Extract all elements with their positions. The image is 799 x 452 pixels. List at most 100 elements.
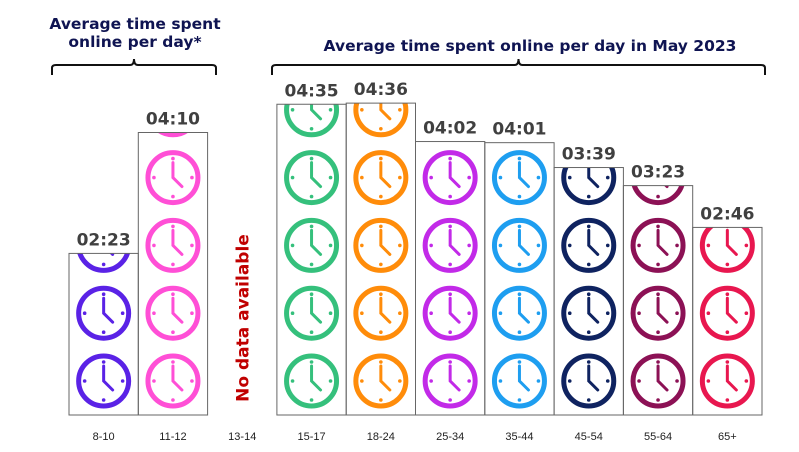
clock-face bbox=[561, 217, 617, 273]
clock-hands bbox=[379, 161, 392, 189]
clock-icon bbox=[353, 150, 409, 206]
clock-tick bbox=[467, 108, 471, 112]
clock-face bbox=[630, 353, 686, 409]
clock-hands bbox=[450, 27, 459, 51]
clock-tick bbox=[120, 379, 125, 383]
clock-tick bbox=[586, 330, 591, 335]
clock-tick bbox=[537, 108, 541, 112]
clock-hands bbox=[448, 161, 461, 189]
bar-icons bbox=[145, 59, 201, 409]
clock-tick bbox=[675, 311, 679, 316]
bar-icons bbox=[699, 153, 755, 409]
clock-tick bbox=[82, 311, 87, 316]
clock-icon bbox=[422, 285, 478, 341]
clock-icon bbox=[491, 217, 547, 273]
clock-tick bbox=[467, 175, 471, 180]
clock-icon bbox=[287, 17, 337, 67]
clock-tick bbox=[568, 108, 572, 112]
clock-tick bbox=[379, 127, 383, 131]
clock-hands bbox=[725, 228, 738, 256]
clock-tick bbox=[518, 21, 522, 25]
clock-tick bbox=[518, 89, 522, 93]
clock-tick bbox=[171, 224, 175, 229]
clock-icon bbox=[284, 104, 340, 138]
data-label: 04:36 bbox=[354, 80, 408, 100]
clock-face bbox=[491, 150, 547, 206]
bar bbox=[137, 132, 209, 416]
clock-tick bbox=[398, 40, 402, 44]
clock-tick bbox=[675, 379, 679, 383]
clock-tick bbox=[310, 59, 314, 63]
clock-tick bbox=[567, 311, 572, 316]
clock-tick bbox=[429, 311, 433, 316]
clock-tick bbox=[190, 243, 194, 248]
clock-face bbox=[353, 150, 409, 206]
clock-tick bbox=[498, 175, 503, 180]
no-data-label: No data available bbox=[233, 234, 253, 402]
clock-tick bbox=[83, 176, 87, 180]
clock-tick bbox=[725, 398, 730, 402]
clock-tick bbox=[171, 292, 175, 297]
clock-face bbox=[284, 217, 340, 273]
title-left: Average time spent online per day* bbox=[49, 15, 221, 51]
clock-tick bbox=[360, 40, 364, 44]
clock-tick bbox=[656, 194, 660, 199]
clock-tick bbox=[290, 243, 295, 248]
clock-tick bbox=[467, 243, 471, 248]
bar-icons bbox=[630, 95, 686, 409]
clock-hands bbox=[171, 364, 184, 392]
clock-hands bbox=[517, 364, 530, 392]
clock-tick bbox=[429, 379, 433, 383]
clock-tick bbox=[586, 262, 591, 267]
clock-tick bbox=[586, 224, 591, 229]
clock-tick bbox=[379, 59, 383, 63]
clock-tick bbox=[498, 379, 503, 383]
clock-tick bbox=[605, 379, 610, 383]
clock-tick bbox=[725, 262, 730, 267]
clock-tick bbox=[586, 194, 591, 199]
clock-hands bbox=[725, 364, 738, 392]
clock-icon bbox=[699, 227, 755, 273]
clock-tick bbox=[536, 379, 541, 383]
clock-icon bbox=[145, 353, 201, 409]
x-tick-label: 13-14 bbox=[228, 431, 256, 443]
clock-face bbox=[353, 285, 409, 341]
clock-face bbox=[630, 285, 686, 341]
clock-icon bbox=[630, 285, 686, 341]
clock-tick bbox=[101, 360, 106, 364]
clock-tick bbox=[379, 360, 383, 364]
clock-icon bbox=[491, 353, 547, 409]
data-label: 04:10 bbox=[146, 110, 200, 130]
clock-hands bbox=[519, 27, 528, 51]
clock-tick bbox=[309, 330, 314, 335]
clock-icon bbox=[356, 17, 406, 67]
clock-tick bbox=[656, 398, 660, 402]
clock-hands bbox=[656, 296, 669, 324]
clock-hands bbox=[658, 95, 667, 119]
clock-icon bbox=[79, 153, 129, 203]
x-tick-label: 18-24 bbox=[367, 431, 395, 443]
clock-tick bbox=[637, 311, 641, 316]
clock-tick bbox=[171, 330, 175, 335]
clock-tick bbox=[379, 292, 383, 297]
clock-tick bbox=[725, 330, 730, 335]
clock-hands bbox=[727, 163, 736, 187]
bar-icons bbox=[491, 21, 547, 409]
clock-tick bbox=[467, 311, 471, 316]
clock-tick bbox=[586, 292, 591, 297]
clock-face bbox=[561, 285, 617, 341]
clock-tick bbox=[82, 379, 87, 383]
clock-icon bbox=[422, 217, 478, 273]
clock-tick bbox=[171, 59, 175, 63]
clock-tick bbox=[448, 21, 452, 25]
clock-face bbox=[422, 150, 478, 206]
clock-icon bbox=[76, 285, 132, 341]
clock-face bbox=[284, 353, 340, 409]
clock-icon bbox=[702, 153, 752, 203]
clock-icon bbox=[699, 285, 755, 341]
clock-tick bbox=[379, 262, 383, 267]
clock-hands bbox=[450, 95, 459, 119]
clock-hands bbox=[102, 364, 115, 392]
clock-face bbox=[157, 132, 189, 138]
clock-hands bbox=[171, 296, 184, 324]
